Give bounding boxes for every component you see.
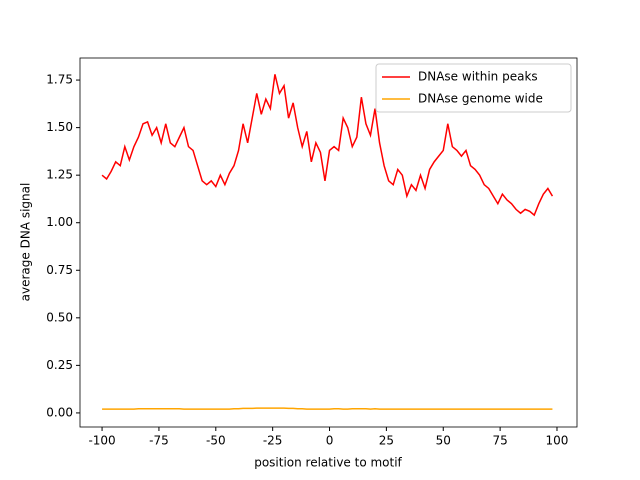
- y-tick-label: 1.00: [46, 215, 73, 229]
- x-tick-label: 100: [546, 434, 569, 448]
- legend-box: [375, 63, 572, 113]
- y-tick-label: 0.75: [46, 263, 73, 277]
- line-series: [101, 74, 554, 217]
- y-tick-label: 0.50: [46, 310, 73, 324]
- y-axis-label: average DNA signal: [19, 183, 33, 302]
- y-tick-label: 0.00: [46, 405, 73, 419]
- y-tick-label: 1.25: [46, 168, 73, 182]
- legend-label: DNAse genome wide: [418, 92, 543, 106]
- x-tick-label: 25: [379, 434, 394, 448]
- x-tick-label: -50: [206, 434, 226, 448]
- legend-label: DNAse within peaks: [418, 70, 538, 84]
- line-series: [102, 407, 553, 410]
- y-tick-label: 1.50: [46, 120, 73, 134]
- x-tick-label: 50: [436, 434, 451, 448]
- axes-frame: [79, 57, 578, 428]
- x-tick-label: -75: [149, 434, 169, 448]
- x-tick-label: -100: [88, 434, 115, 448]
- y-tick-label: 0.25: [46, 358, 73, 372]
- x-axis-label: position relative to motif: [254, 456, 402, 470]
- x-tick-label: -25: [263, 434, 283, 448]
- y-tick-label: 1.75: [46, 73, 73, 87]
- x-tick-label: 0: [326, 434, 334, 448]
- x-tick-label: 75: [492, 434, 507, 448]
